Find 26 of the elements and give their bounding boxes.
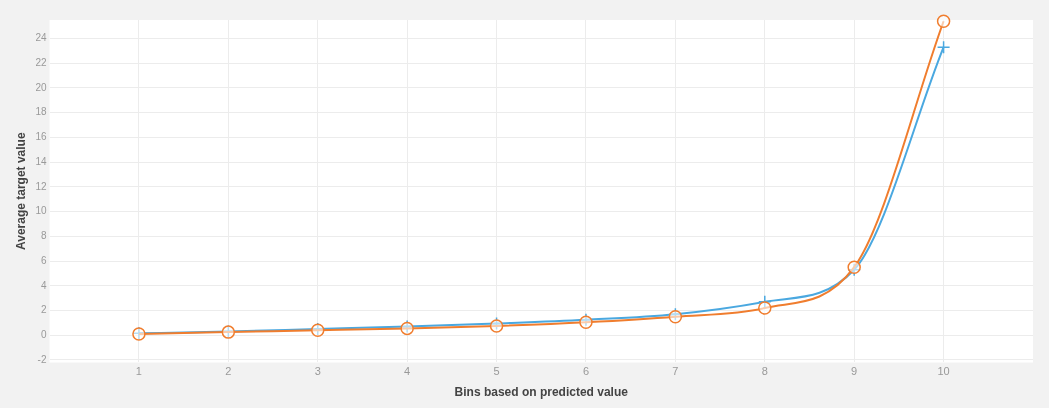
x-tick-label: 1 — [135, 365, 142, 378]
x-axis-title: Bins based on predicted value — [454, 385, 629, 400]
y-tick-label: 10 — [35, 205, 47, 217]
y-tick-label: 2 — [40, 304, 47, 316]
y-tick-label: 18 — [35, 106, 47, 118]
y-tick-label: 6 — [40, 254, 47, 266]
y-tick-label: 20 — [35, 81, 47, 93]
y-axis-title: Average target value — [13, 132, 28, 250]
x-tick-label: 2 — [225, 365, 232, 378]
x-tick-label: 10 — [937, 365, 950, 378]
y-tick-label: 24 — [35, 32, 47, 44]
y-tick-label: 0 — [40, 328, 47, 340]
y-tick-label: 8 — [40, 230, 47, 242]
x-tick-label: 7 — [672, 365, 679, 378]
y-tick-label: 14 — [35, 155, 47, 167]
x-tick-label: 5 — [493, 365, 500, 378]
x-tick-label: 6 — [582, 365, 590, 378]
y-tick-label: 12 — [35, 180, 47, 192]
y-tick-label: 16 — [35, 131, 47, 143]
y-tick-label: 4 — [40, 279, 47, 291]
y-tick-label: -2 — [37, 353, 47, 365]
x-tick-label: 4 — [404, 365, 411, 378]
y-tick-label: 22 — [35, 57, 47, 69]
x-tick-label: 3 — [314, 365, 321, 378]
x-tick-label: 9 — [851, 365, 858, 378]
x-tick-label: 8 — [761, 365, 768, 378]
